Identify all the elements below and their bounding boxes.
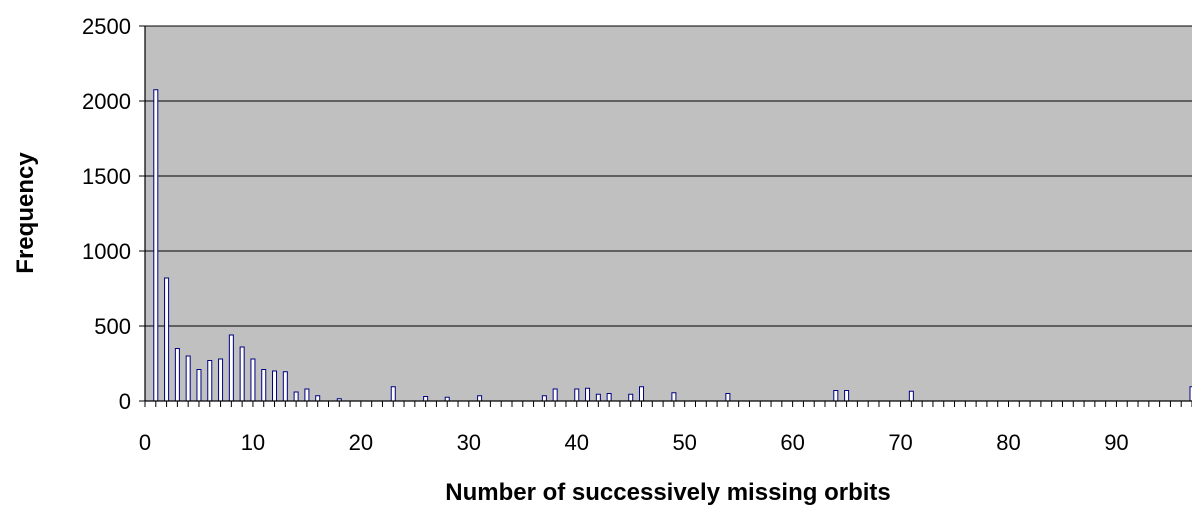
axes xyxy=(139,25,1192,407)
bar xyxy=(261,369,267,402)
bars xyxy=(153,89,1192,402)
bar xyxy=(293,391,299,402)
y-axis-title: Frequency xyxy=(12,152,39,274)
bar xyxy=(541,395,547,402)
bar xyxy=(585,387,591,402)
bar xyxy=(174,348,180,402)
bar xyxy=(153,89,159,402)
x-tick-label: 80 xyxy=(996,430,1020,455)
bar xyxy=(196,369,202,402)
bar xyxy=(844,390,850,402)
bar xyxy=(574,388,580,402)
x-tick-label: 60 xyxy=(780,430,804,455)
bar xyxy=(228,334,234,402)
bar xyxy=(552,388,558,402)
bar xyxy=(639,386,645,402)
bar xyxy=(272,370,278,402)
bar xyxy=(477,395,483,402)
bar xyxy=(218,358,224,402)
x-tick-labels: 0 10 20 30 40 50 60 70 80 90 xyxy=(139,430,1129,455)
bar xyxy=(606,393,612,402)
y-tick-labels: 0 500 1000 1500 2000 2500 xyxy=(82,14,131,414)
x-tick-label: 90 xyxy=(1104,430,1128,455)
plot-area xyxy=(145,26,1192,401)
x-tick-label: 0 xyxy=(139,430,151,455)
bar xyxy=(304,388,310,402)
bar xyxy=(164,277,170,402)
x-tick-label: 30 xyxy=(457,430,481,455)
bar xyxy=(250,358,256,402)
y-tick-label: 500 xyxy=(94,314,131,339)
bar xyxy=(628,393,634,402)
bar xyxy=(671,392,677,402)
y-tick-label: 0 xyxy=(119,389,131,414)
x-axis-title: Number of successively missing orbits xyxy=(445,479,891,506)
x-tick-label: 50 xyxy=(672,430,696,455)
y-tick-label: 1000 xyxy=(82,239,131,264)
x-tick-label: 40 xyxy=(565,430,589,455)
y-tick-label: 1500 xyxy=(82,164,131,189)
bar xyxy=(1189,386,1192,402)
bar xyxy=(185,355,191,402)
gridlines xyxy=(145,25,1192,327)
bar xyxy=(833,390,839,402)
bar xyxy=(423,396,429,402)
x-tick-label: 70 xyxy=(888,430,912,455)
y-tick-label: 2000 xyxy=(82,89,131,114)
bar xyxy=(390,386,396,402)
bar xyxy=(595,393,601,402)
bar xyxy=(207,360,213,402)
bar xyxy=(908,390,914,402)
bar xyxy=(725,393,731,402)
bar xyxy=(239,346,245,402)
bar xyxy=(282,371,288,402)
x-tick-label: 10 xyxy=(241,430,265,455)
y-tick-label: 2500 xyxy=(82,14,131,39)
x-tick-label: 20 xyxy=(349,430,373,455)
bar xyxy=(315,395,321,402)
